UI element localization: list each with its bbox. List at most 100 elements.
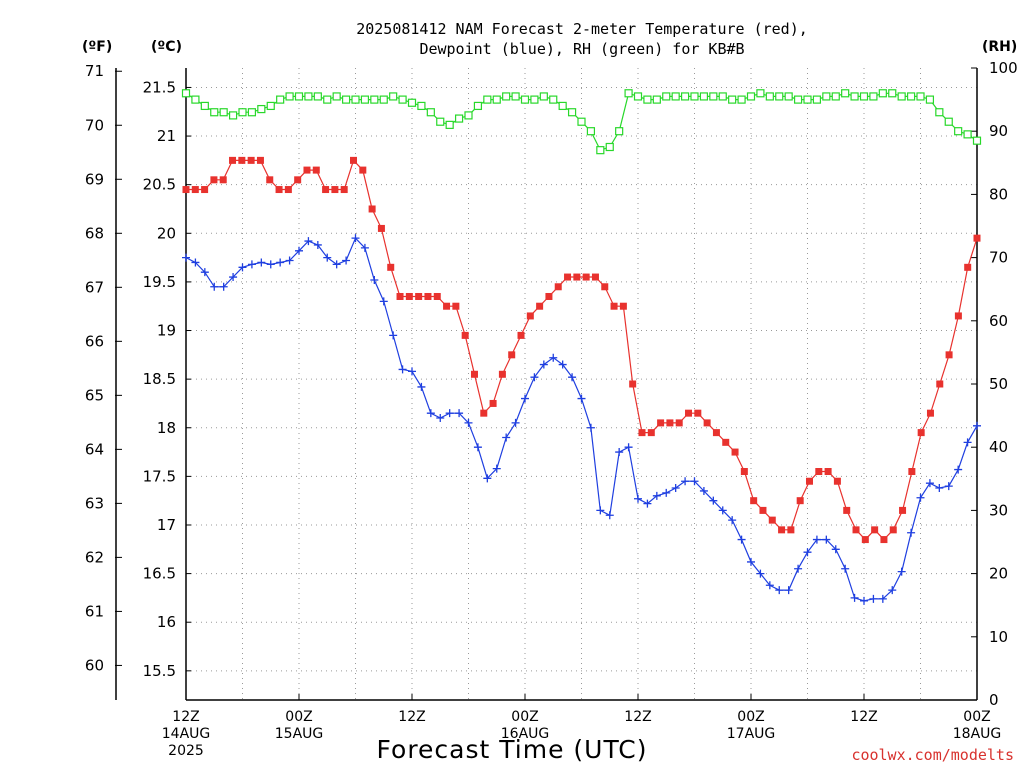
temperature-point [750, 497, 758, 505]
temperature-point [498, 370, 506, 378]
dewpoint-point [313, 240, 322, 249]
rh-point [285, 92, 294, 101]
dewpoint-point [502, 433, 511, 442]
temperature-point [564, 273, 572, 281]
fahrenheit-tick-label: 68 [85, 224, 104, 242]
dewpoint-point [257, 258, 266, 267]
dewpoint-point [426, 409, 435, 418]
chart-title-line2: Dewpoint (blue), RH (green) for KB#B [419, 40, 744, 58]
temperature-point [443, 302, 451, 310]
rh-point [464, 111, 473, 120]
celsius-tick-label: 19.5 [143, 273, 176, 291]
rh-point [341, 95, 351, 104]
temperature-point [350, 156, 358, 164]
temperature-point [889, 526, 897, 534]
dewpoint-point [351, 234, 360, 243]
rh-tick-label: 20 [989, 565, 1008, 583]
dewpoint-point [699, 486, 708, 495]
rh-point [793, 95, 803, 104]
rh-point [473, 101, 483, 111]
rh-tick-label: 100 [989, 59, 1018, 77]
dewpoint-point [916, 493, 925, 502]
rh-point [370, 95, 379, 104]
dewpoint-point [794, 564, 803, 573]
temperature-point [852, 526, 860, 534]
rh-point [210, 108, 219, 117]
temperature-point [880, 536, 888, 544]
rh-point [803, 95, 812, 104]
rh-tick-label: 70 [989, 249, 1008, 267]
rh-series [181, 89, 982, 155]
rh-point [360, 95, 370, 104]
x-tick-label: 12Z [850, 709, 877, 725]
dewpoint-point [596, 506, 605, 515]
temperature-point [219, 176, 227, 184]
dewpoint-point [954, 465, 963, 474]
rh-point [643, 95, 652, 104]
celsius-tick-label: 18.5 [143, 370, 176, 388]
temperature-point [238, 156, 246, 164]
dewpoint-point [737, 535, 746, 544]
rh-point [699, 92, 709, 101]
rh-point [605, 142, 614, 152]
fahrenheit-tick-label: 65 [85, 386, 104, 404]
temperature-point [294, 176, 302, 184]
rh-tick-label: 60 [989, 312, 1008, 330]
dewpoint-point [360, 243, 369, 252]
temperature-point [368, 205, 376, 213]
temperature-point [508, 351, 516, 359]
dewpoint-point [247, 260, 256, 269]
rh-point [323, 95, 332, 104]
dewpoint-point [549, 353, 558, 362]
temperature-point [647, 429, 655, 437]
rh-point [398, 95, 407, 104]
dewpoint-point [586, 423, 595, 432]
rh-point [530, 95, 539, 104]
celsius-tick-label: 16 [157, 613, 176, 631]
dewpoint-point [191, 258, 200, 267]
rh-point [709, 92, 718, 101]
dewpoint-point [963, 438, 972, 447]
temperature-point [526, 312, 534, 320]
rh-tick-label: 50 [989, 375, 1008, 393]
rh-point [690, 92, 699, 101]
dewpoint-point [728, 516, 737, 525]
temperature-point [768, 516, 776, 524]
temperature-point [322, 186, 330, 194]
dewpoint-point [323, 253, 332, 262]
dewpoint-point [681, 477, 690, 486]
rh-point [257, 104, 266, 114]
celsius-tick-label: 20.5 [143, 176, 176, 194]
temperature-point [424, 292, 432, 300]
temperature-point [275, 186, 283, 194]
temperature-point [638, 429, 646, 437]
fahrenheit-tick-label: 63 [85, 494, 104, 512]
dewpoint-point [784, 586, 793, 595]
rh-point [313, 92, 322, 101]
rh-point [633, 92, 643, 101]
rh-point [238, 108, 247, 117]
dewpoint-point [803, 548, 812, 557]
rh-point [662, 92, 671, 101]
rh-tick-label: 30 [989, 501, 1008, 519]
temperature-point [610, 302, 618, 310]
temperature-point [843, 506, 851, 514]
rh-point [972, 136, 982, 145]
rh-point [445, 120, 454, 129]
celsius-tick-label: 18 [157, 419, 176, 437]
dewpoint-point [944, 482, 953, 491]
dewpoint-point [671, 484, 680, 493]
rh-point [831, 92, 840, 101]
dewpoint-point [747, 557, 755, 566]
rh-point [549, 95, 558, 104]
rh-point [756, 89, 765, 98]
rh-point [765, 92, 774, 101]
rh-point [577, 117, 586, 126]
rh-tick-label: 10 [989, 628, 1008, 646]
temperature-point [247, 156, 255, 164]
dewpoint-point [210, 282, 219, 291]
celsius-tick-label: 17 [157, 516, 176, 534]
dewpoint-point [690, 477, 699, 486]
dewpoint-point [276, 258, 285, 267]
